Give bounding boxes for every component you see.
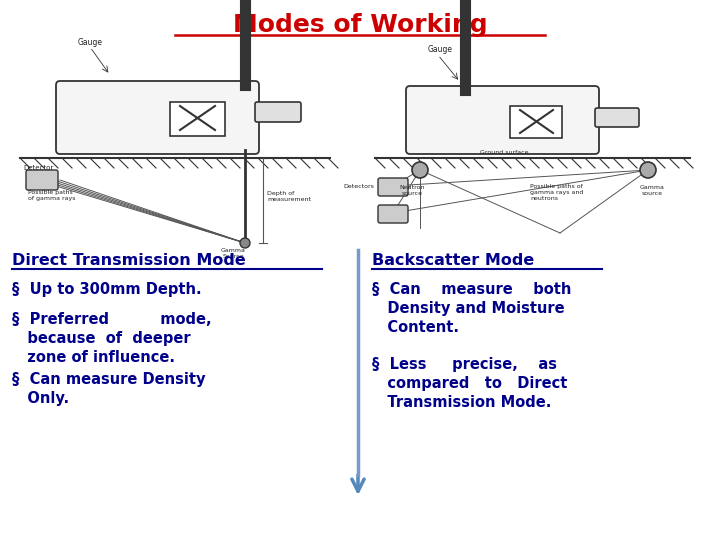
FancyBboxPatch shape — [378, 178, 408, 196]
FancyBboxPatch shape — [378, 205, 408, 223]
Circle shape — [412, 162, 428, 178]
Circle shape — [640, 162, 656, 178]
Text: §  Preferred          mode,
   because  of  deeper
   zone of influence.: § Preferred mode, because of deeper zone… — [12, 312, 212, 366]
Text: Neutron
source: Neutron source — [400, 185, 425, 196]
Text: §  Up to 300mm Depth.: § Up to 300mm Depth. — [12, 282, 202, 297]
Text: Possible paths of
gamma rays and
neutrons: Possible paths of gamma rays and neutron… — [530, 184, 583, 201]
Text: Depth of
measurement: Depth of measurement — [267, 191, 311, 202]
FancyBboxPatch shape — [406, 86, 599, 154]
Text: Direct Transmission Mode: Direct Transmission Mode — [12, 253, 246, 268]
Text: Backscatter Mode: Backscatter Mode — [372, 253, 534, 268]
Text: Possible paths
of gamma rays: Possible paths of gamma rays — [28, 190, 76, 201]
FancyBboxPatch shape — [255, 102, 301, 122]
Text: Gauge: Gauge — [78, 38, 102, 47]
Text: Gamma
Source: Gamma Source — [220, 248, 246, 259]
Text: §  Can measure Density
   Only.: § Can measure Density Only. — [12, 372, 205, 406]
FancyBboxPatch shape — [595, 108, 639, 127]
Bar — [170, 102, 225, 136]
Bar — [510, 106, 562, 138]
Text: §  Less     precise,    as
   compared   to   Direct
   Transmission Mode.: § Less precise, as compared to Direct Tr… — [372, 357, 567, 410]
FancyBboxPatch shape — [56, 81, 259, 154]
Text: Detectors: Detectors — [343, 184, 374, 189]
Text: Gamma
source: Gamma source — [639, 185, 665, 196]
Circle shape — [240, 238, 250, 248]
Text: Ground surface: Ground surface — [480, 150, 528, 155]
FancyBboxPatch shape — [26, 170, 58, 190]
Text: Detector: Detector — [23, 165, 53, 171]
Text: Gauge: Gauge — [428, 45, 452, 54]
Text: Modes of Working: Modes of Working — [233, 13, 487, 37]
Text: §  Can    measure    both
   Density and Moisture
   Content.: § Can measure both Density and Moisture … — [372, 282, 572, 335]
